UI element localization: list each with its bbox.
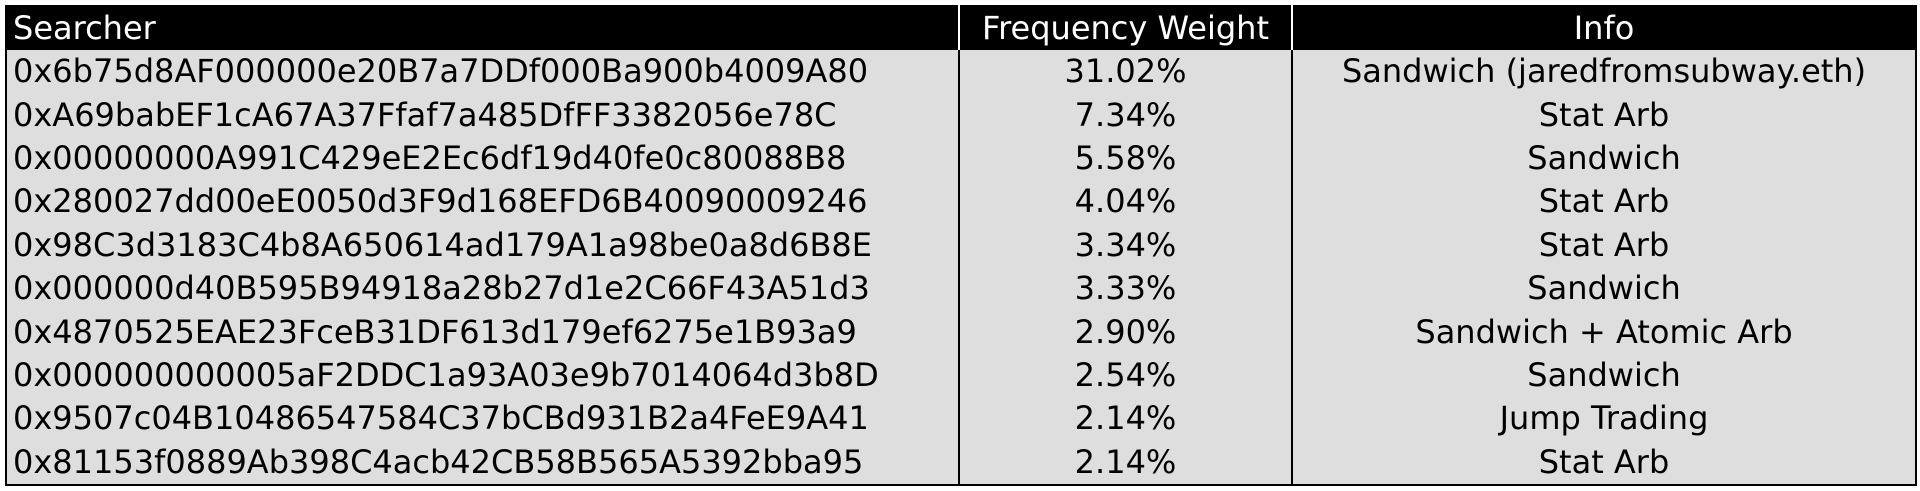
info-cell: Sandwich (jaredfromsubway.eth) — [1291, 50, 1917, 94]
searcher-address-cell: 0x00000000A991C429eE2Ec6df19d40fe0c80088… — [5, 136, 960, 181]
info-cell: Stat Arb — [1291, 93, 1917, 137]
table-row: 0x98C3d3183C4b8A650614ad179A1a98be0a8d6B… — [5, 223, 1917, 267]
table-row: 0x6b75d8AF000000e20B7a7DDf000Ba900b4009A… — [5, 50, 1917, 94]
table-row: 0x280027dd00eE0050d3F9d168EFD6B400900092… — [5, 180, 1917, 224]
frequency-weight-cell: 5.58% — [958, 136, 1293, 181]
searcher-address-cell: 0x280027dd00eE0050d3F9d168EFD6B400900092… — [5, 180, 960, 224]
header-searcher: Searcher — [6, 6, 960, 50]
header-row: Searcher Frequency Weight Info — [6, 6, 1916, 50]
table-row: 0x000000000005aF2DDC1a93A03e9b7014064d3b… — [5, 353, 1917, 398]
table-row: 0x81153f0889Ab398C4acb42CB58B565A5392bba… — [5, 440, 1917, 486]
info-cell: Stat Arb — [1291, 223, 1917, 267]
searcher-address-cell: 0x6b75d8AF000000e20B7a7DDf000Ba900b4009A… — [5, 50, 960, 94]
table-body: 0x6b75d8AF000000e20B7a7DDf000Ba900b4009A… — [5, 50, 1917, 486]
searcher-address-cell: 0x81153f0889Ab398C4acb42CB58B565A5392bba… — [5, 440, 960, 486]
info-cell: Jump Trading — [1291, 397, 1917, 441]
frequency-weight-cell: 31.02% — [958, 50, 1293, 94]
searcher-address-cell: 0x98C3d3183C4b8A650614ad179A1a98be0a8d6B… — [5, 223, 960, 267]
searcher-address-cell: 0xA69babEF1cA67A37Ffaf7a485DfFF3382056e7… — [5, 93, 960, 137]
info-cell: Stat Arb — [1291, 180, 1917, 224]
info-cell: Sandwich — [1291, 353, 1917, 398]
frequency-weight-cell: 2.14% — [958, 440, 1293, 486]
frequency-weight-cell: 3.34% — [958, 223, 1293, 267]
table-row: 0x9507c04B10486547584C37bCBd931B2a4FeE9A… — [5, 397, 1917, 441]
frequency-weight-cell: 2.54% — [958, 353, 1293, 398]
table-row: 0x00000000A991C429eE2Ec6df19d40fe0c80088… — [5, 136, 1917, 181]
searcher-address-cell: 0x000000000005aF2DDC1a93A03e9b7014064d3b… — [5, 353, 960, 398]
frequency-weight-cell: 3.33% — [958, 266, 1293, 311]
searcher-address-cell: 0x4870525EAE23FceB31DF613d179ef6275e1B93… — [5, 310, 960, 354]
frequency-weight-cell: 7.34% — [958, 93, 1293, 137]
frequency-weight-cell: 2.14% — [958, 397, 1293, 441]
table-row: 0xA69babEF1cA67A37Ffaf7a485DfFF3382056e7… — [5, 93, 1917, 137]
searcher-address-cell: 0x9507c04B10486547584C37bCBd931B2a4FeE9A… — [5, 397, 960, 441]
info-cell: Sandwich — [1291, 266, 1917, 311]
searcher-table-container: Searcher Frequency Weight Info 0x6b75d8A… — [5, 5, 1917, 486]
table-row: 0x000000d40B595B94918a28b27d1e2C66F43A51… — [5, 266, 1917, 311]
searcher-table: Searcher Frequency Weight Info 0x6b75d8A… — [5, 5, 1917, 486]
table-row: 0x4870525EAE23FceB31DF613d179ef6275e1B93… — [5, 310, 1917, 354]
header-frequency-weight: Frequency Weight — [959, 6, 1293, 50]
frequency-weight-cell: 2.90% — [958, 310, 1293, 354]
header-info: Info — [1573, 9, 1635, 47]
frequency-weight-cell: 4.04% — [958, 180, 1293, 224]
searcher-address-cell: 0x000000d40B595B94918a28b27d1e2C66F43A51… — [5, 266, 960, 311]
info-cell: Sandwich — [1291, 136, 1917, 181]
info-cell: Stat Arb — [1291, 440, 1917, 486]
info-cell: Sandwich + Atomic Arb — [1291, 310, 1917, 354]
table-header: Searcher Frequency Weight Info — [6, 6, 1916, 50]
